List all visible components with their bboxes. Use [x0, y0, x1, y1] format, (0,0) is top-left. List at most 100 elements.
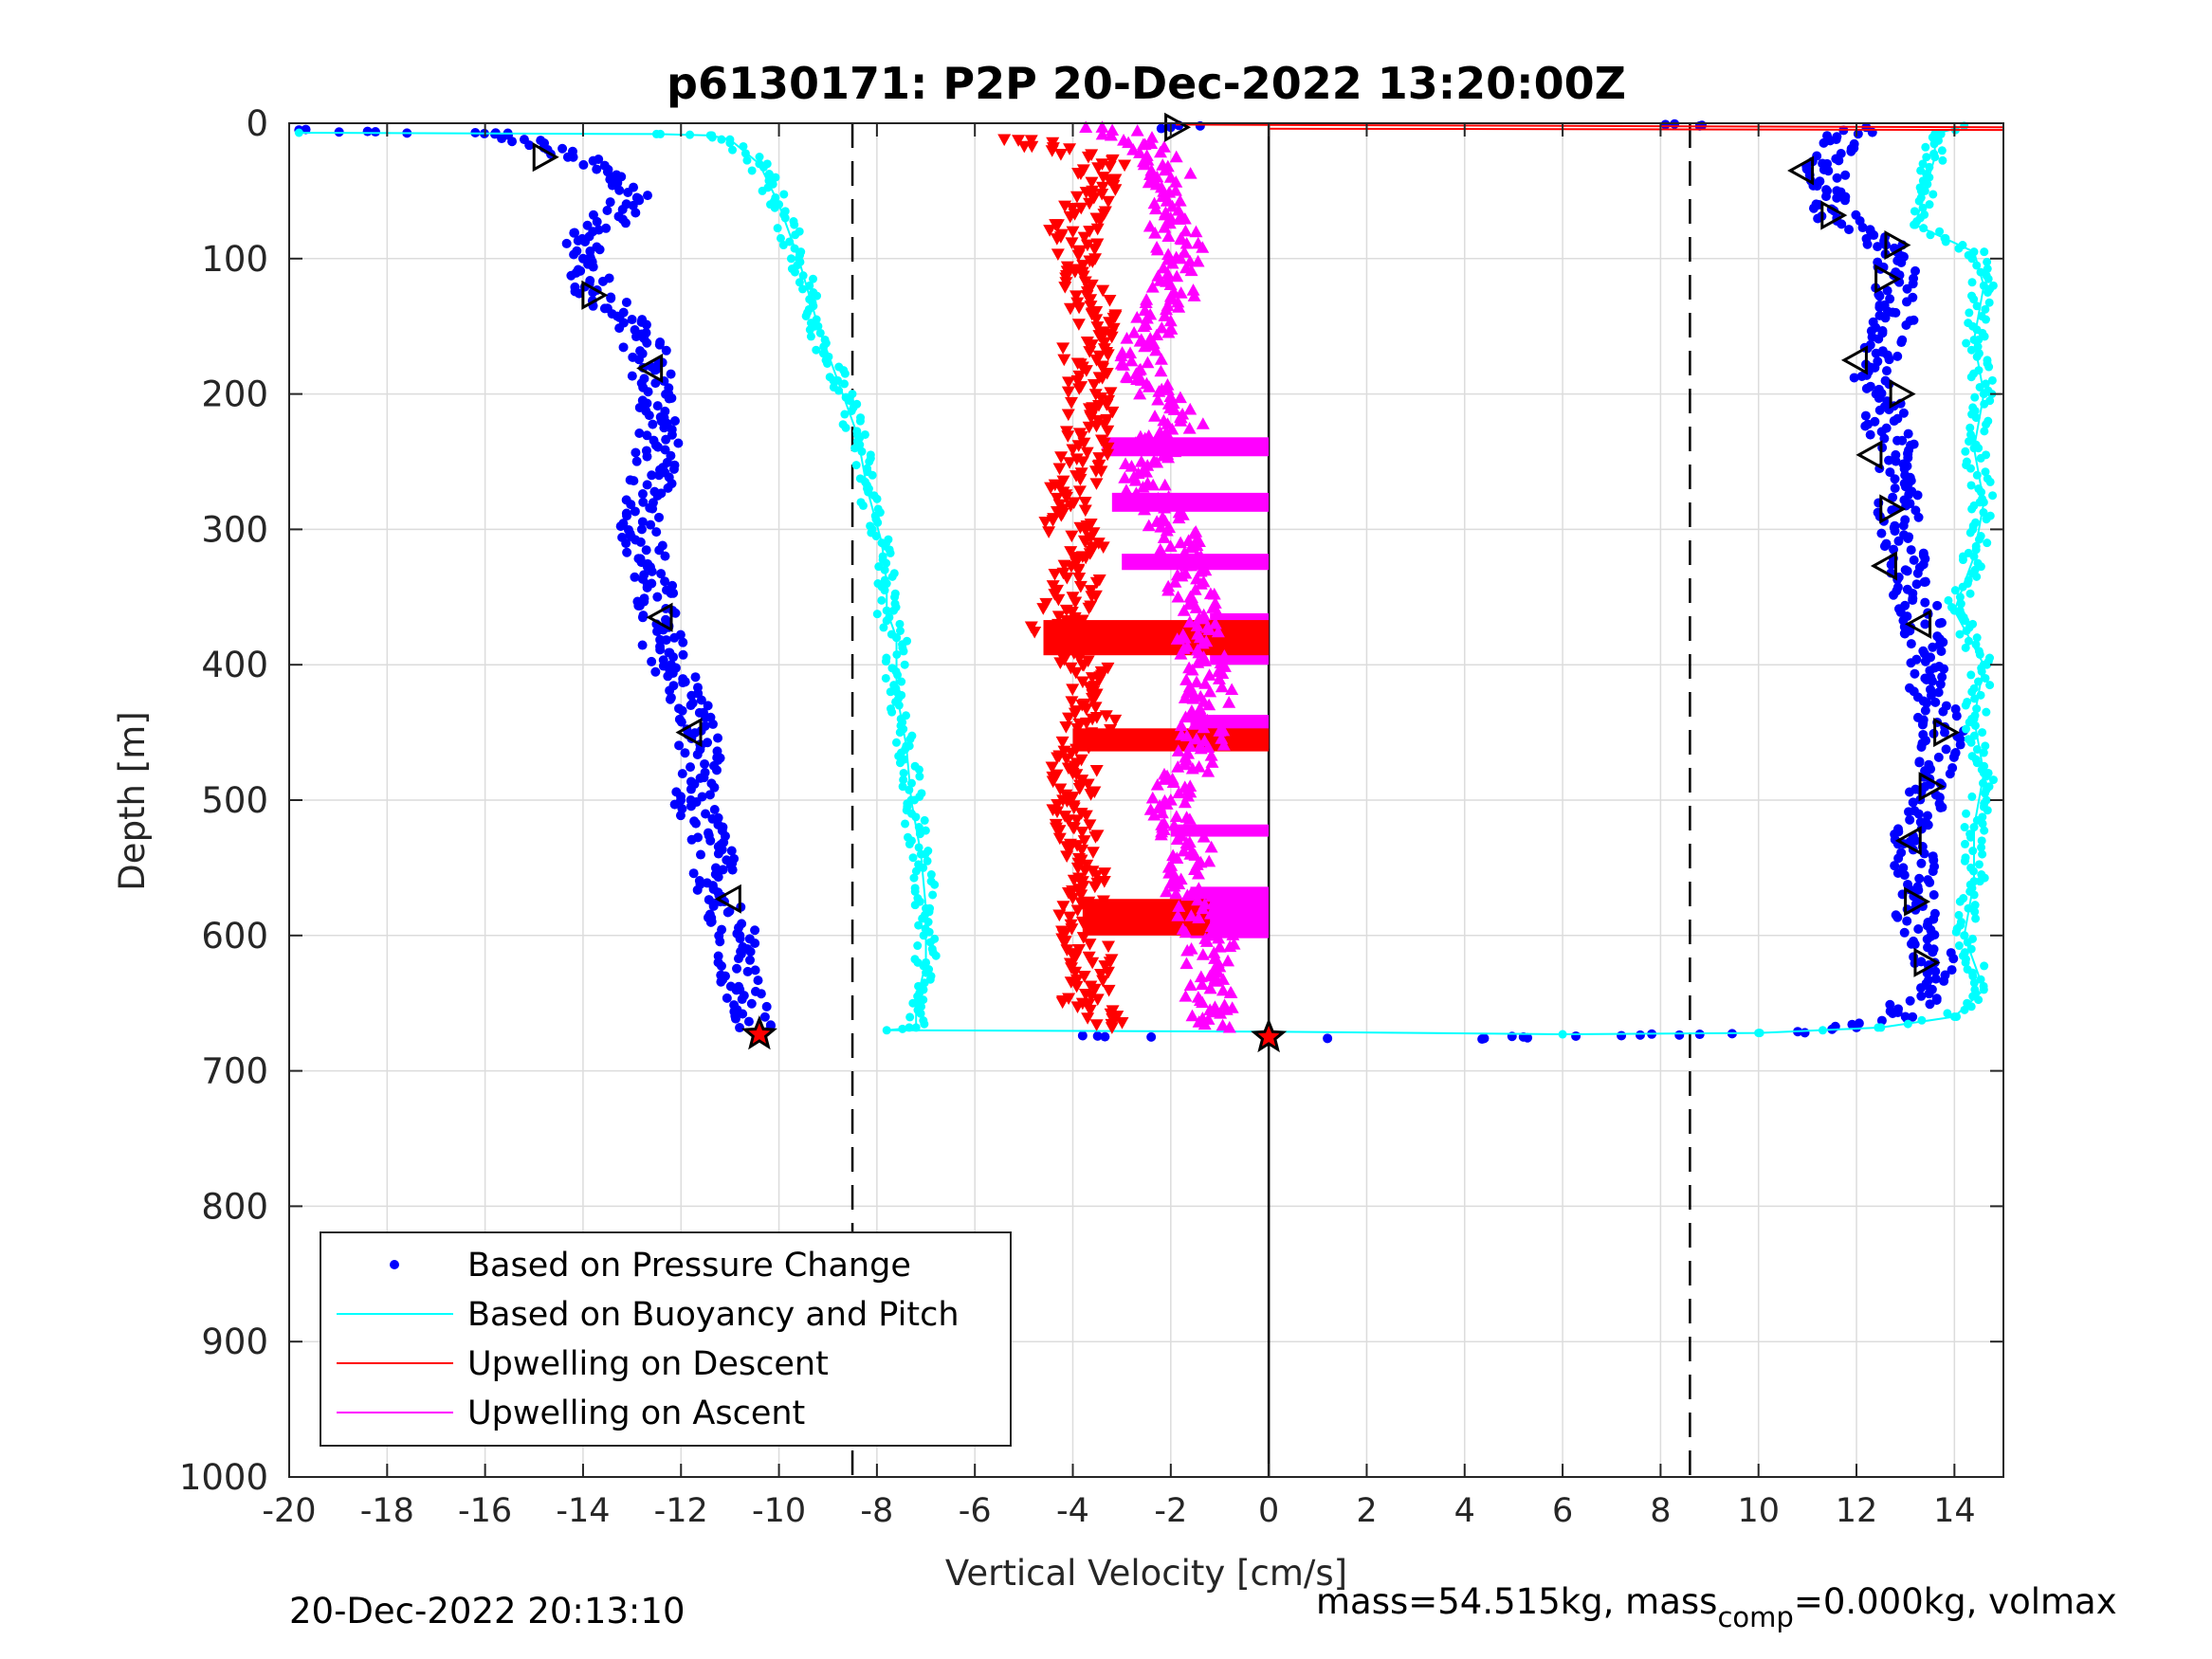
pressure-point — [1832, 173, 1842, 183]
ascent-upwelling-point — [1183, 739, 1197, 753]
buoyancy-point — [1558, 1030, 1567, 1039]
pressure-point — [1900, 600, 1910, 611]
buoyancy-point — [1974, 366, 1983, 375]
left-triangle-marker — [1894, 826, 1922, 856]
descent-upwelling-point — [1076, 260, 1090, 272]
pressure-point — [1910, 835, 1921, 846]
pressure-point — [1882, 285, 1892, 296]
descent-upwelling-point — [1055, 996, 1069, 1010]
buoyancy-point — [872, 610, 882, 619]
buoyancy-point — [905, 785, 914, 794]
pressure-point — [647, 362, 657, 373]
buoyancy-point — [1980, 826, 1989, 835]
descent-upwelling-point — [1086, 713, 1100, 726]
pressure-point — [631, 192, 642, 203]
descent-upwelling-point — [1056, 503, 1070, 516]
ascent-upwelling-point — [1183, 978, 1197, 991]
descent-upwelling-point — [1074, 736, 1088, 748]
ascent-upwelling-point — [1171, 744, 1185, 757]
buoyancy-point — [1954, 941, 1964, 951]
ascent-upwelling-point — [1183, 540, 1197, 554]
pressure-point — [722, 993, 732, 1003]
buoyancy-point — [841, 423, 850, 432]
buoyancy-point — [851, 461, 861, 470]
ascent-upwelling-point — [1180, 943, 1195, 957]
pressure-point — [642, 430, 652, 441]
ascent-upwelling-point — [1192, 882, 1206, 894]
descent-upwelling-point — [1069, 966, 1083, 979]
descent-upwelling-point — [1089, 869, 1104, 883]
ascent-upwelling-point — [1160, 302, 1174, 316]
pressure-point — [1893, 1004, 1904, 1014]
descent-upwelling-point — [1053, 657, 1068, 669]
ascent-upwelling-point — [1147, 808, 1161, 821]
pressure-point — [1931, 994, 1942, 1004]
ascent-upwelling-point — [1221, 954, 1235, 967]
buoyancy-point — [873, 518, 883, 527]
pressure-point — [622, 511, 632, 521]
pressure-point — [1893, 536, 1904, 546]
descent-upwelling-point — [1075, 266, 1089, 280]
buoyancy-point — [1978, 849, 1987, 859]
pressure-point — [630, 506, 640, 517]
pressure-point — [661, 635, 671, 646]
pressure-point — [686, 834, 697, 845]
buoyancy-point — [910, 886, 920, 896]
pressure-point — [713, 848, 723, 859]
pressure-point — [678, 649, 688, 660]
pressure-point — [370, 127, 380, 137]
buoyancy-point — [908, 853, 918, 863]
buoyancy-point — [1976, 975, 1985, 984]
pressure-point — [1947, 965, 1957, 975]
pressure-point — [1870, 416, 1880, 427]
buoyancy-point — [840, 410, 850, 419]
ascent-upwelling-point — [1155, 806, 1169, 819]
descent-upwelling-point — [1060, 491, 1074, 504]
descent-upwelling-point — [1084, 990, 1098, 1003]
pressure-point — [1916, 957, 1927, 967]
pressure-point — [1914, 757, 1925, 767]
pressure-point — [1920, 597, 1930, 608]
y-tick-label: 700 — [201, 1051, 268, 1092]
ascent-upwelling-point — [1163, 292, 1178, 305]
pressure-point — [569, 228, 579, 238]
pressure-point — [1903, 428, 1913, 439]
pressure-point — [1923, 975, 1933, 985]
pressure-point — [1908, 797, 1918, 808]
descent-upwelling-point — [1101, 442, 1115, 455]
y-tick-label: 600 — [201, 916, 268, 957]
buoyancy-point — [898, 782, 907, 792]
ascent-upwelling-point — [1222, 1020, 1236, 1033]
ascent-upwelling-point — [1158, 501, 1172, 514]
buoyancy-point — [893, 670, 903, 680]
ascent-upwelling-point — [1079, 120, 1093, 134]
ascent-upwelling-point — [1179, 236, 1194, 249]
ascent-upwelling-point — [1158, 478, 1172, 491]
ascent-upwelling-point — [1139, 296, 1153, 309]
pressure-point — [664, 393, 674, 404]
ascent-upwelling-point — [1142, 175, 1156, 189]
buoyancy-point — [920, 978, 929, 988]
buoyancy-point — [1983, 264, 1992, 274]
descent-upwelling-point — [1101, 662, 1115, 675]
ascent-upwelling-point — [1182, 597, 1197, 611]
descent-upwelling-point — [1089, 354, 1104, 367]
ascent-upwelling-point — [1209, 975, 1223, 987]
buoyancy-point — [1876, 1023, 1886, 1032]
pressure-point — [666, 369, 676, 379]
pressure-point — [637, 489, 648, 500]
pressure-point — [497, 134, 507, 144]
buoyancy-point — [739, 141, 748, 151]
descent-upwelling-point — [1086, 402, 1100, 414]
ascent-upwelling-point — [1197, 830, 1211, 843]
buoyancy-point — [1964, 319, 1973, 328]
ascent-upwelling-point — [1197, 720, 1211, 734]
pressure-point — [716, 960, 726, 971]
descent-upwelling-point — [1082, 602, 1096, 615]
descent-upwelling-point — [1085, 727, 1099, 739]
buoyancy-point — [1938, 155, 1947, 165]
x-tick-label: -14 — [556, 1492, 610, 1530]
ascent-upwelling-point — [1194, 970, 1208, 983]
pressure-point — [678, 678, 688, 688]
ascent-upwelling-point — [1167, 818, 1181, 831]
